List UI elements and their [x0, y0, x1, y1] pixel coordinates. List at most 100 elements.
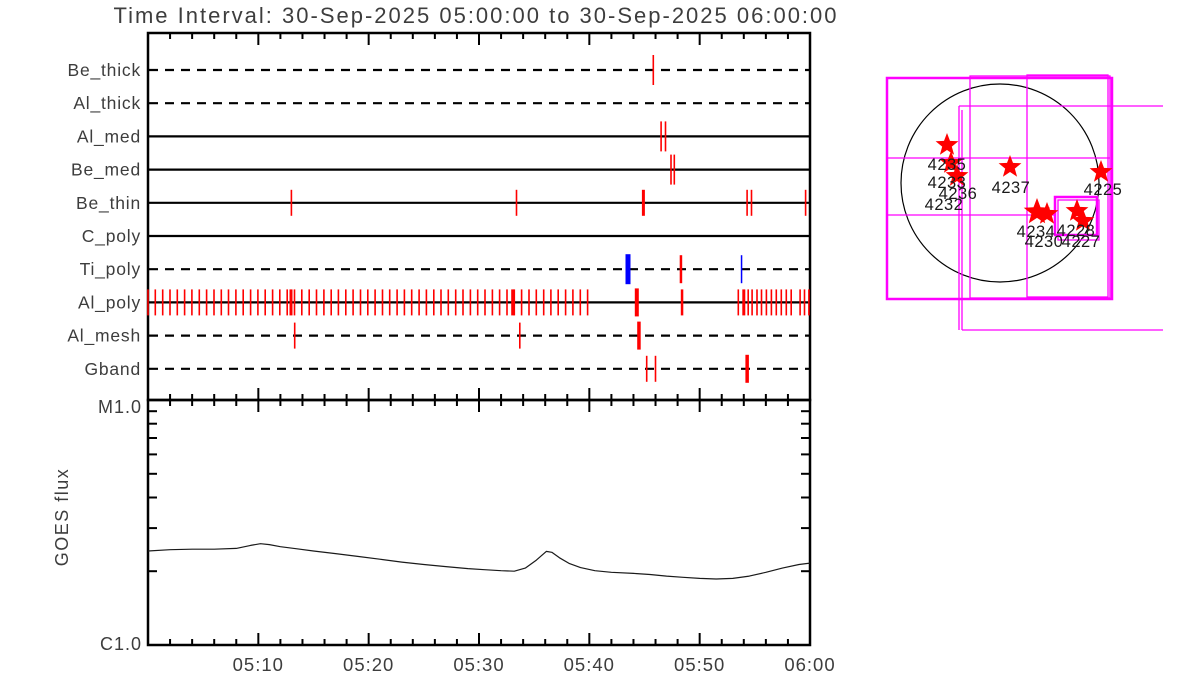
exposure-tick: [154, 289, 157, 316]
exposure-tick: [799, 289, 801, 316]
exposure-tick: [418, 289, 420, 316]
exposure-tick: [745, 354, 749, 383]
goes-panel-border: [146, 398, 812, 647]
active-region-label: 4232: [925, 196, 964, 214]
exposure-tick: [670, 154, 672, 185]
fov-box: [1057, 199, 1100, 241]
exposure-tick: [227, 289, 230, 316]
exposure-tick: [498, 289, 501, 316]
exposure-tick: [808, 289, 810, 316]
exposure-tick: [440, 289, 442, 316]
exposure-tick: [308, 289, 310, 316]
exposure-tick: [176, 289, 179, 316]
exposure-tick: [286, 289, 288, 316]
exposure-tick: [315, 289, 318, 316]
exposure-tick: [374, 289, 376, 316]
exposure-tick: [388, 289, 391, 316]
exposure-tick: [780, 289, 783, 316]
active-region-label: 4230: [1025, 233, 1064, 251]
active-region-label: 4235: [928, 156, 967, 174]
exposure-tick: [520, 289, 523, 316]
exposure-tick: [476, 289, 479, 316]
exposure-tick: [790, 289, 792, 316]
exposure-tick: [673, 154, 676, 185]
timeline-row-label: Al_med: [77, 126, 141, 147]
exposure-tick: [572, 289, 574, 316]
exposure-tick: [654, 355, 657, 382]
exposure-tick: [652, 55, 655, 85]
timeline-row-label: Gband: [84, 359, 141, 379]
active-region-star: [1089, 160, 1113, 182]
x-axis-time-label: 05:40: [564, 654, 615, 675]
exposure-tick: [746, 189, 748, 216]
exposure-tick: [271, 289, 274, 316]
exposure-tick: [293, 289, 296, 316]
exposure-tick: [765, 289, 768, 316]
exposure-tick: [557, 289, 559, 316]
exposure-tick: [249, 289, 252, 316]
exposure-tick: [506, 289, 508, 316]
goes-ymax-label: M1.0: [98, 397, 142, 417]
exposure-tick: [550, 289, 552, 316]
exposure-tick: [737, 289, 740, 316]
exposure-tick: [586, 289, 589, 316]
exposure-tick: [491, 289, 494, 316]
active-region-star: [1065, 199, 1089, 221]
exposure-tick: [535, 289, 538, 316]
active-region-star: [1071, 209, 1095, 231]
timeline-row-label: Ti_poly: [80, 259, 141, 280]
active-region-label: 4227: [1062, 233, 1101, 251]
exposure-tick: [289, 289, 293, 316]
exposure-tick: [257, 289, 259, 316]
exposure-tick: [447, 289, 450, 316]
exposure-tick: [290, 189, 293, 216]
goes-y-axis-label: GOES flux: [52, 468, 72, 567]
active-region-star: [935, 133, 959, 155]
fov-box: [1053, 195, 1099, 237]
exposure-tick: [750, 189, 753, 216]
exposure-tick: [183, 289, 186, 316]
exposure-tick: [775, 289, 778, 316]
active-region-star: [998, 155, 1022, 177]
timeline-panel: Be_thick Al_thick Al_med Be_med Be_thin C_pol…: [67, 31, 812, 402]
x-axis-time-label: 05:10: [233, 654, 284, 675]
exposure-tick: [785, 289, 788, 316]
exposure-tick: [760, 289, 763, 316]
exposure-tick: [220, 289, 223, 316]
exposure-tick: [747, 289, 749, 316]
timeline-row-label: Be_thick: [67, 60, 141, 81]
exposure-tick: [330, 289, 332, 316]
fov-box: [969, 75, 1111, 299]
exposure-tick: [740, 255, 743, 284]
exposure-tick: [264, 289, 266, 316]
timeline-row-label: C_poly: [82, 226, 141, 247]
active-region-star: [1035, 202, 1059, 224]
exposure-tick: [515, 189, 518, 216]
active-region-star: [945, 164, 969, 186]
goes-flux-curve: [147, 543, 811, 580]
exposure-tick: [742, 289, 746, 316]
exposure-tick: [645, 355, 648, 382]
timeline-row-label: Be_med: [71, 160, 141, 181]
exposure-tick: [756, 289, 758, 316]
timeline-panel-border: [146, 31, 812, 402]
active-region-label: 4228: [1057, 222, 1096, 240]
exposure-tick: [345, 289, 347, 316]
exposure-tick: [396, 289, 398, 316]
exposure-tick: [161, 289, 164, 316]
plot-title: Time Interval: 30-Sep-2025 05:00:00 to 3…: [113, 3, 838, 28]
exposure-tick: [528, 289, 530, 316]
fov-box: [885, 76, 1114, 301]
exposure-tick: [634, 288, 639, 317]
goes-ymin-label: C1.0: [100, 634, 142, 654]
timeline-row-label: Be_thin: [76, 193, 141, 214]
exposure-tick: [564, 289, 567, 316]
exposure-tick: [235, 289, 237, 316]
exposure-tick: [367, 289, 369, 316]
exposure-tick: [147, 289, 149, 316]
exposure-tick: [625, 254, 631, 285]
exposure-tick: [679, 255, 683, 284]
exposure-tick: [770, 289, 773, 316]
x-axis-time-label: 05:30: [453, 654, 504, 675]
